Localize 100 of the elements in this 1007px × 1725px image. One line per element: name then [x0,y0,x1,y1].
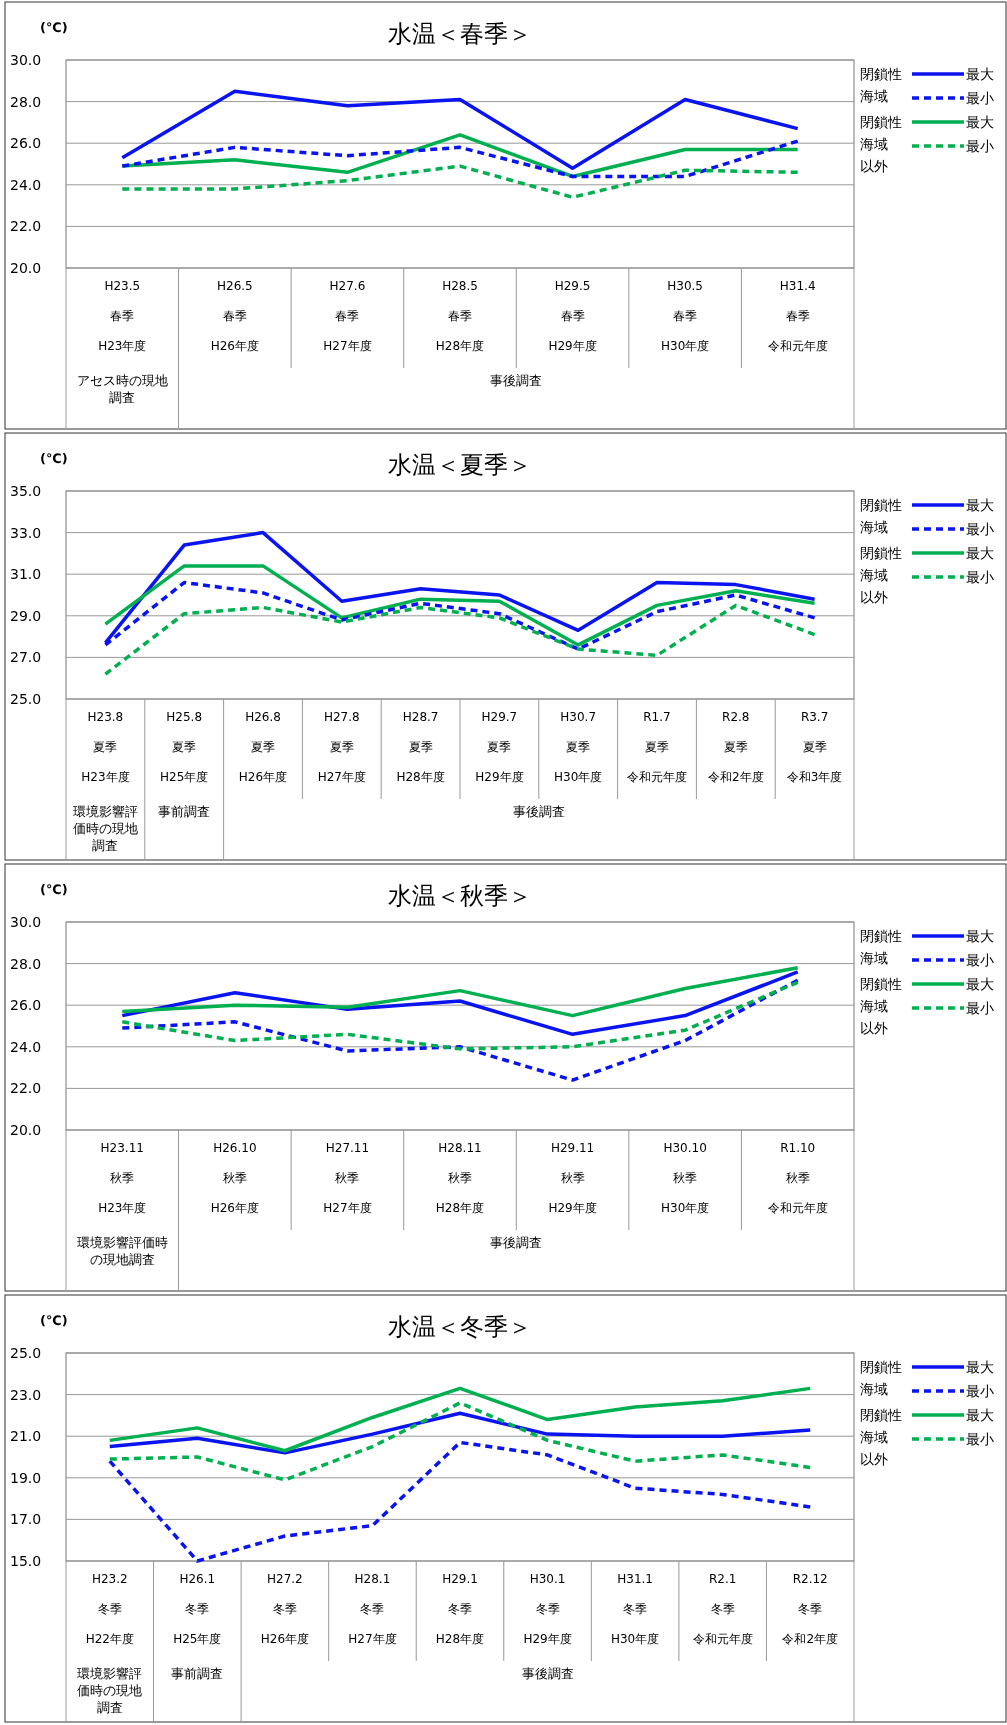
category-label: R1.10 秋季令和元年度 [767,1141,828,1215]
text: 閉鎖性海域 [860,497,902,535]
category-label: H28.7 夏季 H28年度 [396,710,445,784]
y-axis-title: (℃) [40,20,68,35]
y-tick-label: 21.0 [10,1428,42,1445]
category-label: H28.5 春季 H28年度 [435,279,485,353]
category-label: R2.12 冬季令和2年度 [782,1572,839,1646]
text: 事後調査 [490,373,543,388]
y-tick-label: 25.0 [10,690,42,707]
y-tick-label: 20.0 [10,1121,42,1138]
category-label: H27.6 春季 H27年度 [323,279,372,353]
legend-label: 最大 [966,113,994,130]
text: 環境影響評価時の現地調査 [77,1666,143,1715]
category-label: H27.2 冬季 H26年度 [260,1572,310,1646]
legend-label: 最小 [966,1430,994,1447]
line-series [120,970,800,1037]
legend-label: 最小 [966,999,994,1016]
category-label: H31.1 冬季 H30年度 [610,1572,660,1646]
category-label: H23.2 冬季 H22年度 [85,1572,134,1646]
category-label: H30.10 秋季 H30年度 [660,1141,710,1215]
legend-label: 最大 [966,496,994,513]
chart-title: 水温＜夏季＞ [388,451,532,479]
legend-label: 最大 [966,544,994,561]
category-label: H30.1 冬季 H29年度 [523,1572,572,1646]
category-label: H29.1 冬季 H28年度 [435,1572,485,1646]
y-tick-label: 27.0 [10,649,42,666]
line-series [120,980,800,1051]
category-label: R1.7 夏季令和元年度 [627,710,687,784]
chart-title: 水温＜冬季＞ [388,1313,532,1341]
text: 閉鎖性海域以外 [860,976,902,1036]
line-series [108,1440,812,1563]
legend-label: 最大 [966,927,994,944]
y-tick-label: 19.0 [10,1469,42,1486]
chart-title: 水温＜春季＞ [388,20,532,48]
text: 閉鎖性海域以外 [860,114,902,174]
text: 閉鎖性海域 [860,66,902,104]
category-label: H26.5 春季 H26年度 [210,279,260,353]
category-label: H30.5 春季 H30年度 [660,279,710,353]
legend-label: 最小 [966,568,994,585]
legend-label: 最小 [966,951,994,968]
y-axis-title: (℃) [40,882,68,897]
line-series [120,164,800,200]
category-label: H23.5 春季 H23年度 [98,279,147,353]
legend-label: 最大 [966,65,994,82]
category-label: H23.8 夏季 H23年度 [81,710,130,784]
y-tick-label: 20.0 [10,259,42,276]
line-series [120,966,800,1018]
y-tick-label: 25.0 [10,1344,42,1361]
category-label: R3.7 夏季令和3年度 [786,710,843,784]
category-label: R2.1 冬季令和元年度 [692,1572,753,1646]
category-label: H27.11 秋季 H27年度 [323,1141,372,1215]
category-label: H26.1 冬季 H25年度 [173,1572,222,1646]
category-label: H29.7 夏季 H29年度 [475,710,524,784]
category-label: H31.4 春季令和元年度 [767,279,828,353]
legend-label: 最小 [966,520,994,537]
y-tick-label: 26.0 [10,997,42,1014]
y-tick-label: 22.0 [10,1080,42,1097]
line-series [108,1401,812,1482]
category-label: H28.11 秋季 H28年度 [435,1141,485,1215]
line-series [108,1411,812,1455]
line-series [120,89,800,170]
category-label: H27.8 夏季 H27年度 [317,710,366,784]
text: 事後調査 [521,1666,574,1681]
y-tick-label: 29.0 [10,607,42,624]
text: 環境影響評価時の現地調査 [72,804,138,853]
y-tick-label: 17.0 [10,1511,42,1528]
category-label: H29.5 春季 H29年度 [548,279,597,353]
legend-label: 最小 [966,137,994,154]
text: 事後調査 [512,804,565,819]
legend-label: 最小 [966,1382,994,1399]
y-tick-label: 24.0 [10,1038,42,1055]
line-series [120,978,800,1082]
y-tick-label: 33.0 [10,524,42,541]
y-tick-label: 30.0 [10,913,42,930]
chart-title: 水温＜秋季＞ [388,882,532,910]
legend-label: 最大 [966,1406,994,1423]
category-label: H28.1 冬季 H27年度 [348,1572,397,1646]
category-label: R2.8 夏季令和2年度 [707,710,764,784]
text: 閉鎖性海域 [860,928,902,966]
y-tick-label: 26.0 [10,135,42,152]
text: 閉鎖性海域以外 [860,1407,902,1467]
category-label: H30.7 夏季 H30年度 [554,710,603,784]
category-label: H26.10 秋季 H26年度 [210,1141,260,1215]
legend-label: 最小 [966,89,994,106]
legend-label: 最大 [966,1358,994,1375]
text: 事前調査 [158,804,211,819]
y-tick-label: 15.0 [10,1552,42,1569]
category-label: H26.8 夏季 H26年度 [238,710,288,784]
category-label: H25.8 夏季 H25年度 [160,710,209,784]
y-tick-label: 31.0 [10,566,42,583]
text: アセス時の現地調査 [76,373,168,405]
text: 閉鎖性海域 [860,1359,902,1397]
y-tick-label: 35.0 [10,482,42,499]
legend-label: 最大 [966,975,994,992]
line-series [108,1386,812,1453]
text: 事後調査 [490,1235,543,1250]
category-label: H29.11 秋季 H29年度 [548,1141,597,1215]
y-tick-label: 28.0 [10,93,42,110]
category-label: H23.11 秋季 H23年度 [98,1141,147,1215]
y-tick-label: 23.0 [10,1386,42,1403]
